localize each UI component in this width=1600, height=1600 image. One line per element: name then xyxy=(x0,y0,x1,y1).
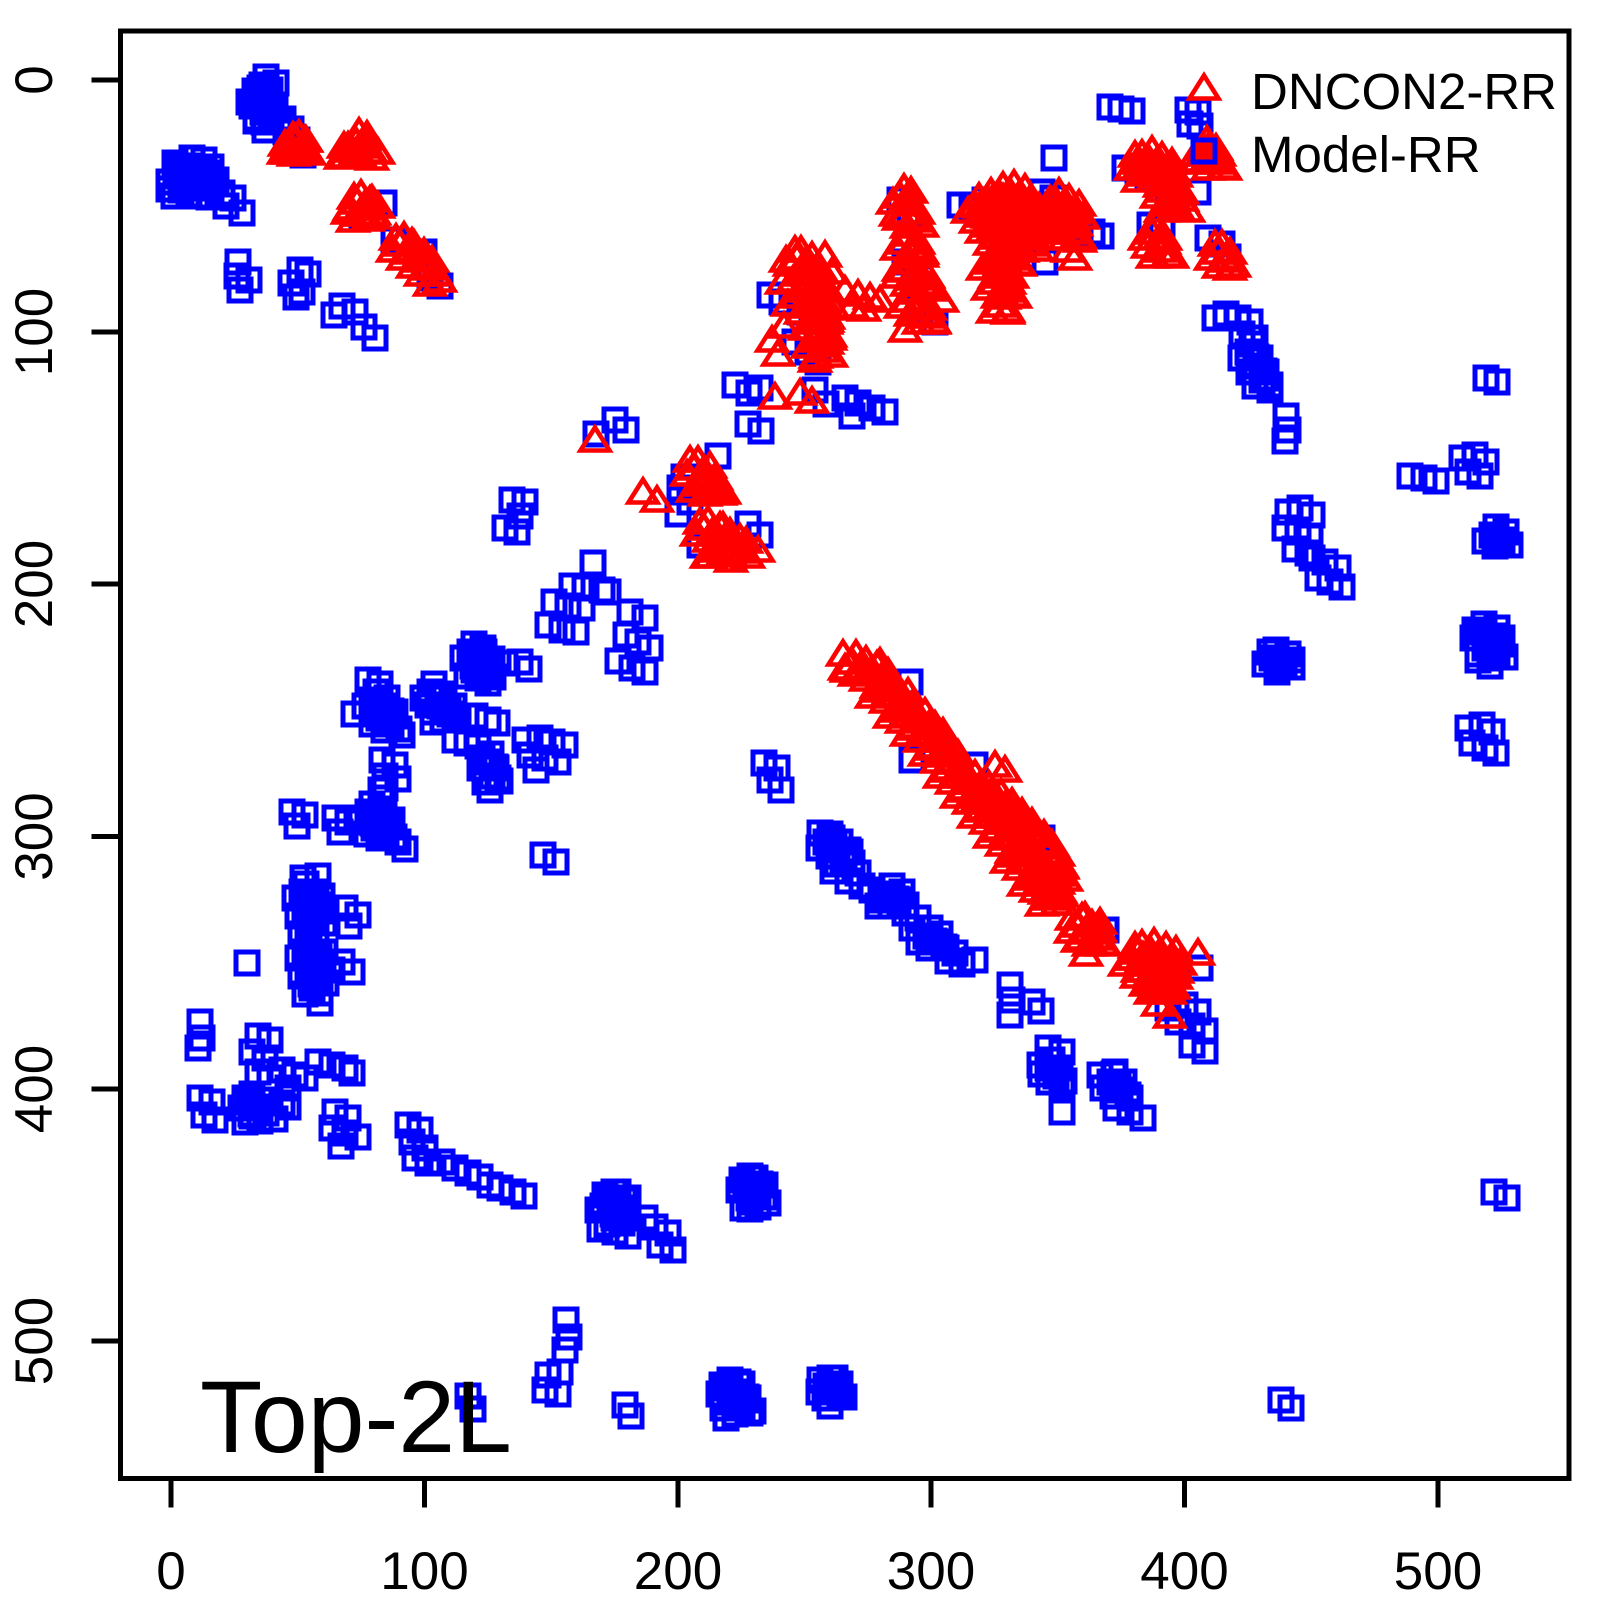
svg-text:Top-2L: Top-2L xyxy=(200,1360,512,1474)
svg-text:200: 200 xyxy=(634,1542,722,1600)
svg-text:Model-RR: Model-RR xyxy=(1251,126,1481,183)
svg-text:500: 500 xyxy=(5,1297,64,1385)
svg-text:0: 0 xyxy=(5,65,64,94)
svg-text:100: 100 xyxy=(5,288,64,376)
svg-text:200: 200 xyxy=(5,540,64,628)
svg-text:300: 300 xyxy=(887,1542,975,1600)
svg-text:300: 300 xyxy=(5,792,64,880)
svg-text:400: 400 xyxy=(1140,1542,1228,1600)
svg-text:0: 0 xyxy=(156,1542,185,1600)
svg-text:500: 500 xyxy=(1394,1542,1482,1600)
svg-text:DNCON2-RR: DNCON2-RR xyxy=(1251,63,1557,120)
svg-text:100: 100 xyxy=(380,1542,468,1600)
svg-text:400: 400 xyxy=(5,1045,64,1133)
